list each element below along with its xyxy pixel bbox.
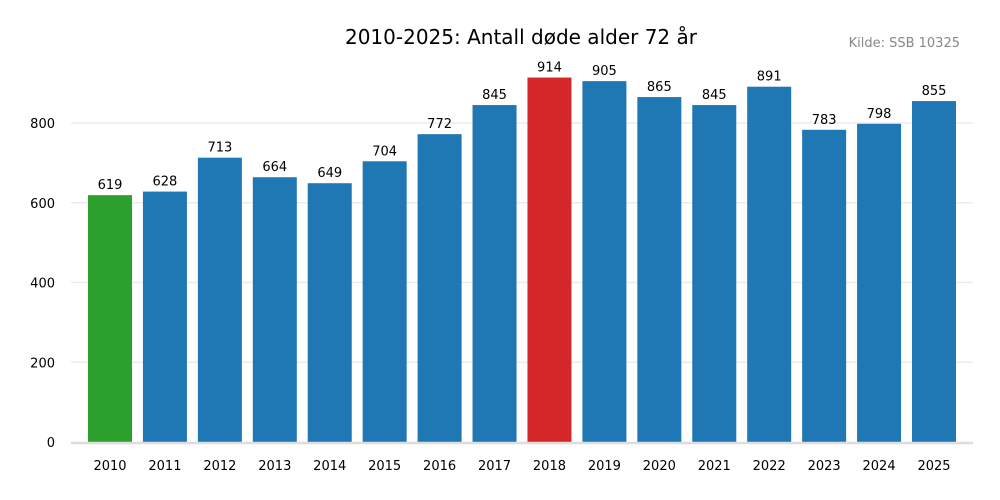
bar-2025 bbox=[912, 101, 956, 442]
y-tick-label: 0 bbox=[47, 436, 55, 451]
bar-2012 bbox=[197, 157, 242, 442]
x-tick-label: 2014 bbox=[313, 459, 346, 474]
bar-2019 bbox=[582, 81, 627, 442]
data-label: 619 bbox=[98, 178, 123, 193]
data-label: 905 bbox=[592, 64, 617, 79]
x-tick-label: 2023 bbox=[808, 459, 841, 474]
x-tick-label: 2017 bbox=[478, 459, 511, 474]
x-tick-label: 2021 bbox=[698, 459, 731, 474]
data-label: 704 bbox=[372, 144, 397, 159]
x-tick-label: 2011 bbox=[148, 459, 181, 474]
x-tick-label: 2012 bbox=[203, 459, 236, 474]
x-tick-label: 2025 bbox=[917, 459, 950, 474]
x-tick-label: 2016 bbox=[423, 459, 456, 474]
x-tick-label: 2018 bbox=[533, 459, 566, 474]
bar-2017 bbox=[472, 105, 517, 443]
data-label: 783 bbox=[812, 113, 837, 128]
x-tick-label: 2013 bbox=[258, 459, 291, 474]
x-tick-label: 2024 bbox=[863, 459, 896, 474]
bar-2014 bbox=[307, 183, 352, 442]
bar-2020 bbox=[637, 97, 682, 443]
x-tick-label: 2010 bbox=[93, 459, 126, 474]
data-label: 649 bbox=[317, 166, 342, 181]
data-label: 865 bbox=[647, 80, 672, 95]
bar-2015 bbox=[362, 161, 407, 442]
bar-2024 bbox=[857, 123, 902, 443]
x-tick-label: 2015 bbox=[368, 459, 401, 474]
y-tick-label: 200 bbox=[30, 356, 55, 371]
y-tick-label: 600 bbox=[30, 197, 55, 212]
y-tick-label: 400 bbox=[30, 277, 55, 292]
bar-2018 bbox=[527, 77, 572, 442]
bar-2023 bbox=[802, 129, 847, 442]
x-tick-label: 2019 bbox=[588, 459, 621, 474]
data-label: 664 bbox=[262, 160, 287, 175]
data-label: 798 bbox=[867, 107, 892, 122]
bar-2013 bbox=[252, 177, 297, 443]
bar-2022 bbox=[747, 86, 792, 443]
data-label: 628 bbox=[153, 175, 178, 190]
data-label: 914 bbox=[537, 61, 562, 76]
bar-2016 bbox=[417, 134, 462, 443]
data-label: 855 bbox=[922, 84, 947, 99]
data-label: 845 bbox=[482, 88, 507, 103]
data-label: 891 bbox=[757, 70, 782, 85]
y-tick-label: 800 bbox=[30, 117, 55, 132]
bar-2011 bbox=[142, 191, 187, 442]
x-tick-label: 2022 bbox=[753, 459, 786, 474]
data-label: 713 bbox=[207, 141, 232, 156]
source-note: Kilde: SSB 10325 bbox=[849, 36, 960, 51]
bar-2021 bbox=[692, 105, 737, 443]
data-label: 845 bbox=[702, 88, 727, 103]
data-label: 772 bbox=[427, 117, 452, 132]
bar-2010 bbox=[88, 195, 132, 442]
x-tick-label: 2020 bbox=[643, 459, 676, 474]
chart-title: 2010-2025: Antall døde alder 72 år bbox=[345, 25, 698, 49]
